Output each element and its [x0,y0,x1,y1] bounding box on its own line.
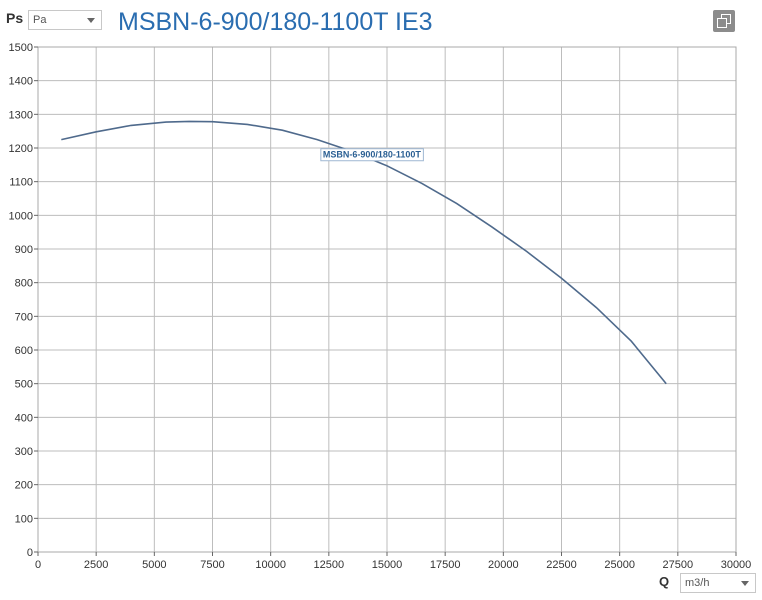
x-tick-label: 7500 [200,559,224,571]
x-tick-label: 20000 [488,559,519,571]
y-tick-label: 0 [27,547,33,559]
y-tick-label: 1500 [9,42,33,54]
chevron-down-icon [741,581,749,586]
y-tick-label: 1100 [9,177,33,189]
y-tick-label: 900 [15,244,33,256]
pressure-unit-value: Pa [33,14,47,26]
y-tick-label: 1000 [9,210,33,222]
chart-title: MSBN-6-900/180-1100T IE3 [118,8,433,36]
x-tick-label: 25000 [604,559,635,571]
x-tick-label: 30000 [721,559,752,571]
y-tick-label: 700 [15,311,33,323]
copy-icon-front [717,18,727,28]
x-tick-label: 15000 [372,559,403,571]
series-label-box [320,148,424,162]
x-tick-label: 0 [35,559,41,571]
x-tick-label: 22500 [546,559,577,571]
copy-button[interactable] [713,10,735,32]
y-tick-label: 300 [15,446,33,458]
x-tick-label: 10000 [255,559,286,571]
y-tick-label: 100 [15,513,33,525]
chevron-down-icon [87,18,95,23]
x-tick-label: 2500 [84,559,108,571]
y-tick-label: 200 [15,480,33,492]
series-layer: MSBN-6-900/180-1100T [61,120,667,385]
grid [37,46,737,553]
x-axis-symbol: Q [659,574,670,589]
flow-unit-value: m3/h [685,577,710,589]
series-label: MSBN-6-900/180-1100T [323,150,422,160]
x-tick-label: 12500 [314,559,345,571]
y-tick-label: 400 [15,412,33,424]
pressure-unit-select[interactable]: Pa [28,10,102,30]
y-tick-label: 500 [15,379,33,391]
y-tick-label: 1200 [9,143,33,155]
y-tick-label: 1300 [9,109,33,121]
y-tick-label: 600 [15,345,33,357]
x-tick-label: 27500 [663,559,694,571]
y-tick-label: 800 [15,278,33,290]
flow-unit-select[interactable]: m3/h [680,573,756,593]
y-tick-label: 1400 [9,76,33,88]
x-axis-ticks: 0 2500 5000 7500 10000 12500 15000 17500 20000 22… [35,552,751,571]
y-axis-ticks: 0 100 200 300 400 500 600 700 800 900 1000 1100 1200… [9,42,38,559]
x-tick-label: 5000 [142,559,166,571]
y-axis-symbol: Ps [6,10,24,26]
x-tick-label: 17500 [430,559,461,571]
